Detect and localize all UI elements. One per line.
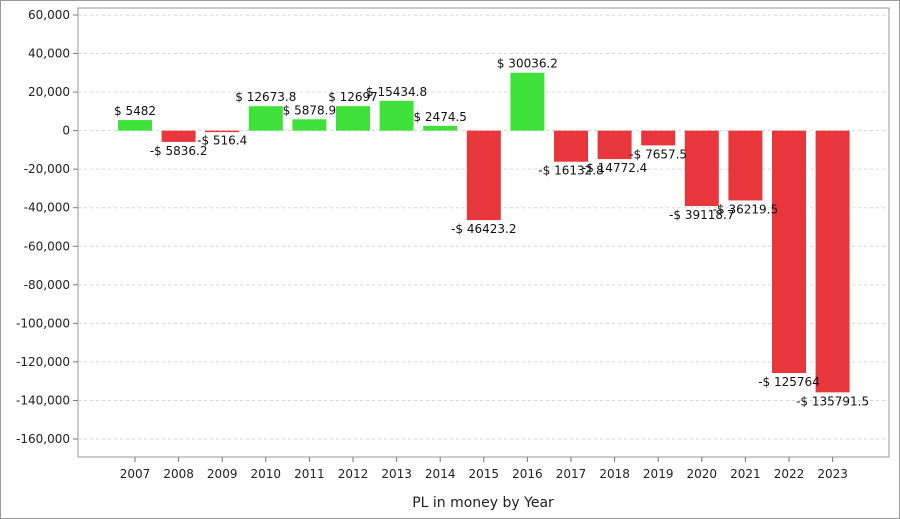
x-tick-label: 2009	[207, 467, 238, 481]
y-tick-label: 40,000	[28, 47, 70, 61]
bars	[118, 72, 850, 393]
bar-2014	[423, 125, 458, 131]
y-axis: 60,000 40,000 20,000 0 -20,000 -40,000 -60,000…	[16, 8, 78, 446]
data-label-2022: -$ 125764	[758, 375, 820, 389]
data-label-2012: $ 12697	[328, 90, 378, 104]
y-tick-label: -100,000	[16, 316, 70, 330]
y-tick-label: 20,000	[28, 85, 70, 99]
data-label-2017: -$ 16132.8	[538, 164, 603, 178]
data-label-2007: $ 5482	[114, 104, 156, 118]
x-tick-label: 2014	[425, 467, 456, 481]
x-tick-label: 2023	[817, 467, 848, 481]
data-label-2008: -$ 5836.2	[150, 144, 208, 158]
y-tick-label: -140,000	[16, 393, 70, 407]
bar-2013	[379, 100, 414, 131]
bar-2022	[772, 130, 806, 374]
plot-area	[77, 7, 890, 458]
bar-2021	[728, 130, 763, 201]
x-tick-label: 2013	[381, 467, 412, 481]
x-axis: 2007 2008 2009 2010 2011 2012 2013 2014 2015 2016…	[120, 457, 848, 481]
data-label-2009: -$ 516.4	[197, 134, 247, 148]
bar-2016	[510, 72, 545, 131]
data-label-2023: -$ 135791.5	[796, 394, 869, 408]
y-tick-label: -20,000	[24, 162, 70, 176]
bar-2007	[118, 120, 152, 131]
y-tick-label: -60,000	[24, 239, 70, 253]
x-tick-label: 2017	[556, 467, 587, 481]
x-tick-label: 2022	[774, 467, 805, 481]
bar-2015	[466, 130, 501, 221]
x-tick-label: 2015	[469, 467, 500, 481]
x-tick-label: 2012	[338, 467, 369, 481]
data-label-2021: -$ 36219.5	[713, 202, 778, 216]
bar-2008	[161, 130, 196, 142]
x-tick-label: 2019	[643, 467, 674, 481]
bar-2017	[554, 130, 588, 162]
data-label-2010: $ 12673.8	[235, 90, 296, 104]
bar-2018	[597, 130, 632, 160]
bar-2011	[292, 119, 327, 131]
bar-2009	[205, 130, 240, 133]
bar-2020	[684, 130, 719, 207]
data-label-2020: -$ 39118.7	[669, 208, 734, 222]
bar-2012	[336, 106, 370, 131]
x-axis-title: PL in money by Year	[412, 495, 554, 511]
x-tick-label: 2007	[120, 467, 151, 481]
bar-2010	[248, 106, 283, 131]
x-tick-label: 2010	[251, 467, 282, 481]
x-tick-label: 2021	[730, 467, 761, 481]
data-label-2018: -$ 14772.4	[582, 161, 647, 175]
y-tick-label: -80,000	[24, 278, 70, 292]
data-label-2015: -$ 46423.2	[451, 222, 516, 236]
y-tick-label: 60,000	[28, 8, 70, 22]
data-label-2013: $ 15434.8	[366, 85, 427, 99]
bar-2019	[641, 130, 676, 146]
y-tick-label: 0	[62, 124, 70, 138]
x-tick-label: 2011	[294, 467, 325, 481]
y-tick-label: -40,000	[24, 201, 70, 215]
data-label-2016: $ 30036.2	[497, 57, 558, 71]
x-tick-label: 2016	[512, 467, 543, 481]
y-tick-label: -160,000	[16, 432, 70, 446]
data-label-2011: $ 5878.9	[283, 103, 336, 117]
bar-2023	[815, 130, 850, 393]
x-tick-label: 2018	[599, 467, 630, 481]
data-label-2019: -$ 7657.5	[629, 147, 687, 161]
y-tick-label: -120,000	[16, 355, 70, 369]
x-tick-label: 2020	[687, 467, 718, 481]
data-label-2014: $ 2474.5	[413, 110, 466, 124]
x-tick-label: 2008	[163, 467, 194, 481]
data-labels: $ 5482 -$ 5836.2-$ 516.4 $ 12673.8$ 5878.9…	[114, 57, 869, 409]
